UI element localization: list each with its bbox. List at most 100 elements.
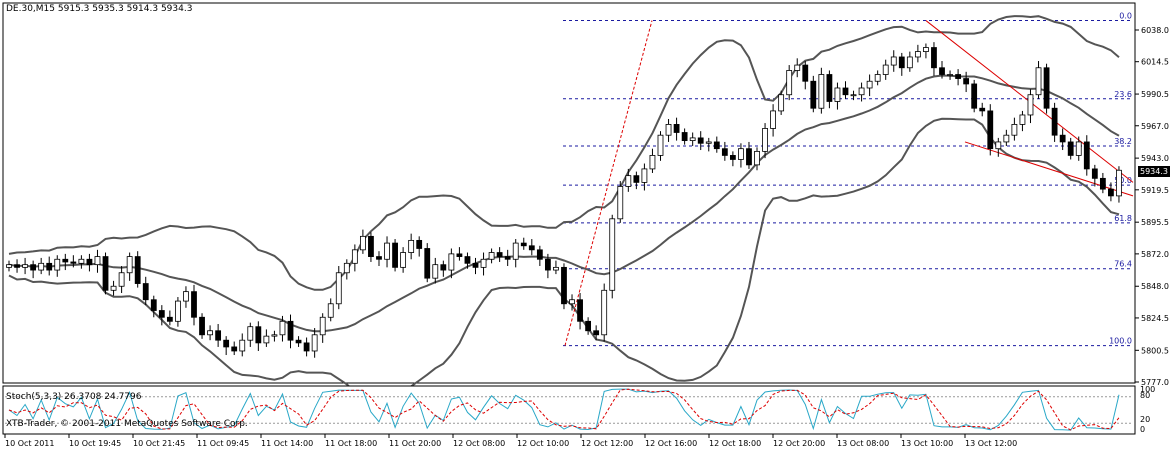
- candle-body: [1027, 94, 1034, 116]
- price-tick-label: 6038.0: [1141, 26, 1169, 35]
- candle-body: [303, 342, 310, 352]
- candle-body: [215, 330, 222, 341]
- copyright-label: XTB-Trader, © 2001-2011 MetaQuotes Softw…: [6, 419, 248, 429]
- candle-body: [102, 256, 109, 291]
- candle-body: [70, 261, 77, 264]
- fibonacci-retracement: 0.0 23.6 38.2 50.0 61.8 76.4 100.0: [563, 12, 1133, 347]
- candle-body: [327, 303, 334, 318]
- candle-body: [689, 137, 696, 141]
- candle-body: [142, 283, 149, 301]
- candle-body: [54, 258, 61, 271]
- candle-body: [923, 47, 929, 52]
- candle-body: [22, 264, 28, 268]
- candle-body: [287, 320, 294, 341]
- candle-body: [86, 258, 93, 266]
- candle-body: [754, 150, 760, 166]
- candle-body: [520, 242, 527, 247]
- candle-body: [166, 316, 173, 322]
- candle-body: [826, 74, 833, 102]
- candle-body: [882, 64, 889, 75]
- candle-body: [641, 168, 648, 183]
- candle-body: [271, 334, 278, 337]
- time-tick-label: 10 Oct 2011: [5, 439, 54, 448]
- stoch-signal-line: [8, 388, 1120, 431]
- candle-body: [384, 242, 390, 260]
- ohlc-label: 5915.3 5935.3 5914.3 5934.3: [57, 4, 193, 14]
- candle-body: [762, 128, 768, 152]
- stoch-main-line: [8, 388, 1120, 431]
- candle-body: [890, 56, 897, 66]
- time-tick-label: 11 Oct 20:00: [389, 439, 441, 448]
- candle-body: [496, 252, 503, 257]
- candle-body: [1108, 188, 1114, 197]
- candle-body: [665, 124, 672, 136]
- candle-body: [1035, 67, 1042, 96]
- candle-body: [625, 175, 632, 187]
- candle-body: [472, 262, 479, 268]
- candle-body: [223, 339, 230, 348]
- candle-body: [30, 264, 37, 271]
- candle-body: [569, 299, 575, 305]
- candle-body: [673, 124, 680, 133]
- candle-body: [746, 148, 752, 166]
- candle-body: [794, 64, 801, 71]
- candle-body: [38, 262, 45, 271]
- candle-body: [553, 266, 559, 271]
- candle-body: [633, 175, 640, 183]
- price-tick-label: 5872.0: [1141, 250, 1169, 259]
- candle-body: [311, 334, 318, 352]
- candle-body: [295, 339, 302, 344]
- candle-body: [14, 264, 20, 268]
- time-tick-label: 11 Oct 14:00: [261, 439, 313, 448]
- candle-body: [810, 80, 817, 109]
- fib-level-label: 76.4: [1114, 260, 1132, 269]
- price-tick-label: 5800.5: [1141, 346, 1169, 355]
- candle-body: [649, 155, 656, 170]
- candle-body: [150, 299, 157, 311]
- candle-body: [561, 266, 567, 305]
- main-price-pane: 0.0 23.6 38.2 50.0 61.8 76.4 100.0: [2, 2, 1136, 401]
- candle-body: [359, 235, 366, 251]
- candle-body: [609, 218, 616, 291]
- main-pane-border: [2, 2, 1136, 384]
- candle-body: [802, 64, 809, 82]
- time-tick-label: 10 Oct 21:45: [133, 439, 185, 448]
- candlesticks: [6, 42, 1122, 358]
- candle-body: [971, 83, 978, 109]
- candle-body: [858, 87, 865, 96]
- candle-body: [408, 239, 415, 253]
- candle-body: [778, 94, 785, 112]
- time-tick-label: 13 Oct 08:00: [837, 439, 889, 448]
- candle-body: [78, 258, 85, 264]
- candle-body: [134, 256, 141, 284]
- candle-body: [392, 242, 398, 268]
- stoch-level-label: 20: [1140, 415, 1150, 424]
- candle-body: [866, 80, 873, 89]
- candle-body: [1091, 168, 1098, 179]
- candle-body: [697, 137, 704, 144]
- candle-body: [577, 299, 583, 322]
- candle-body: [488, 252, 495, 260]
- time-tick-label: 12 Oct 10:00: [517, 439, 569, 448]
- candle-body: [963, 78, 970, 85]
- candle-body: [1116, 169, 1122, 197]
- candle-body: [343, 262, 350, 274]
- candle-body: [351, 249, 358, 264]
- candle-body: [705, 141, 712, 144]
- candle-body: [786, 70, 793, 96]
- candle-body: [118, 272, 125, 287]
- candle-body: [319, 316, 326, 336]
- time-tick-label: 10 Oct 19:45: [69, 439, 121, 448]
- symbol-label: DE.30,M15: [6, 4, 56, 14]
- candle-body: [987, 110, 994, 150]
- candle-body: [448, 253, 455, 271]
- candle-body: [400, 252, 407, 268]
- stoch-level-label: 80: [1140, 391, 1150, 400]
- candle-body: [770, 110, 777, 129]
- candle-body: [335, 272, 342, 305]
- candle-body: [617, 186, 624, 220]
- candle-body: [713, 141, 720, 150]
- candle-body: [263, 335, 270, 344]
